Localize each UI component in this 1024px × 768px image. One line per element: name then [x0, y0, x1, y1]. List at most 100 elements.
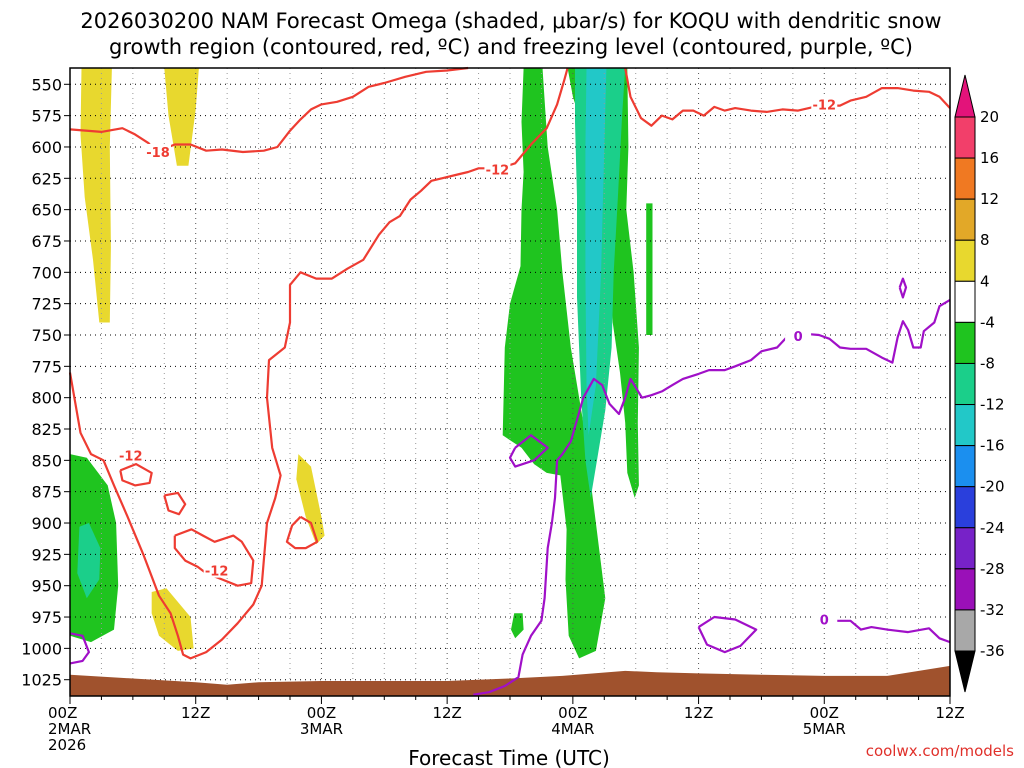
shade-green-blob-lower: [511, 613, 524, 639]
x-tick-label-72-line2: 5MAR: [803, 720, 846, 738]
credit-text: coolwx.com/models: [866, 742, 1014, 760]
colorbar: 20 16 12 8 4 -4 -8 -12 -16 -20 -24 -28 -32 -36: [954, 74, 1005, 693]
colorbar-swatch-1: [954, 157, 976, 200]
y-axis-ticks: 550 575 600 625 650 675 700 725 750 775 800 825 850 8…: [21, 75, 70, 690]
colorbar-swatch-7: [954, 404, 976, 447]
contour-dgz-small-loop-3: [285, 515, 319, 550]
colorbar-swatch-8: [954, 445, 976, 488]
chart-title-line-2: growth region (contoured, red, ºC) and f…: [109, 35, 913, 59]
colorbar-label--24: -24: [980, 519, 1005, 537]
colorbar-swatch-11: [954, 568, 976, 611]
contour-freezing-level-contour: [473, 298, 951, 696]
colorbar-swatch-4: [954, 280, 976, 323]
colorbar-swatch-0: [954, 116, 976, 159]
shade-cyan-column-4mar: [585, 68, 607, 436]
colorbar-label-20: 20: [980, 108, 999, 126]
contour-label-dgz-lower-contour: -12: [486, 164, 510, 179]
x-tick-label-12-line1: 12Z: [181, 704, 210, 722]
y-tick-label-950: 950: [31, 577, 62, 596]
x-tick-label-24-line2: 3MAR: [300, 720, 343, 738]
colorbar-swatch-12: [954, 609, 976, 652]
colorbar-label--12: -12: [980, 396, 1005, 414]
y-tick-label-700: 700: [31, 263, 62, 282]
shade-green-tongue-far-east: [646, 203, 653, 335]
shade-teal-lower-left: [77, 523, 101, 599]
contour-label-bg-dgz-small-loop-1: [117, 447, 144, 463]
contour-freezing-level-loop-3: [813, 618, 951, 644]
contour-freezing-level-sw-corner: [69, 632, 91, 665]
contour-label-bg-freezing-level-contour: [785, 328, 812, 344]
shade-yellow-mid-1: [296, 454, 325, 545]
x-axis-label: Forecast Time (UTC): [408, 746, 610, 768]
y-tick-label-850: 850: [31, 451, 62, 470]
y-tick-label-775: 775: [31, 357, 62, 376]
x-tick-label-0-line3: 2026: [48, 736, 86, 754]
y-tick-label-800: 800: [31, 389, 62, 408]
colorbar-label--8: -8: [980, 354, 995, 372]
colorbar-label--36: -36: [980, 642, 1005, 660]
contour-dgz-small-loop-2: [173, 528, 255, 587]
colorbar-top-arrow: [954, 74, 976, 118]
x-tick-label-0-line2: 2MAR: [48, 720, 91, 738]
colorbar-label--32: -32: [980, 601, 1005, 619]
colorbar-swatch-10: [954, 527, 976, 570]
y-tick-label-925: 925: [31, 545, 62, 564]
shade-yellow-upper-left-2: [164, 68, 199, 166]
terrain-fill: [70, 665, 950, 696]
colorbar-swatch-9: [954, 486, 976, 529]
contour-label-dgz-small-loop-2: -12: [205, 565, 229, 580]
contour-label-bg-dgz-small-loop-2: [203, 562, 230, 578]
contour-dgz-upper-contour-east: [624, 67, 951, 127]
colorbar-label--4: -4: [980, 313, 995, 331]
contour-label-bg-freezing-level-loop-3: [811, 611, 838, 627]
contour-freezing-level-loop-1: [508, 434, 549, 468]
y-tick-label-600: 600: [31, 138, 62, 157]
colorbar-label-12: 12: [980, 190, 999, 208]
y-tick-label-550: 550: [31, 75, 62, 94]
y-tick-label-650: 650: [31, 201, 62, 220]
contour-label-bg-dgz-upper-contour: [145, 143, 171, 159]
terrain-layer: [70, 665, 950, 696]
contour-dgz-upper-contour: [69, 66, 469, 154]
y-tick-label-975: 975: [31, 608, 62, 627]
contour-freezing-level-loop-4: [898, 277, 908, 299]
contour-label-dgz-small-loop-1: -12: [119, 449, 143, 464]
colorbar-label-16: 16: [980, 149, 999, 167]
contour-label-bg-dgz-upper-contour-east: [811, 96, 838, 112]
colorbar-label-4: 4: [980, 272, 990, 290]
contour-label-bg-dgz-lower-contour: [484, 161, 511, 177]
contour-dgz-small-loop-1: [119, 463, 153, 487]
colorbar-label--16: -16: [980, 437, 1005, 455]
x-tick-label-36-line1: 12Z: [432, 704, 461, 722]
y-tick-label-625: 625: [31, 169, 62, 188]
x-tick-label-84-line1: 12Z: [935, 704, 964, 722]
contour-label-freezing-level-contour: 0: [794, 330, 803, 345]
y-tick-label-825: 825: [31, 420, 62, 439]
x-tick-label-24-line1: 00Z: [307, 704, 336, 722]
x-tick-label-48-line2: 4MAR: [551, 720, 594, 738]
y-tick-label-1000: 1000: [21, 639, 62, 658]
chart-title-line-1: 2026030200 NAM Forecast Omega (shaded, μ…: [80, 9, 941, 33]
colorbar-swatch-6: [954, 362, 976, 406]
shade-green-column-4mar: [502, 68, 606, 659]
colorbar-label-8: 8: [980, 231, 990, 249]
contour-freezing-level-loop-2: [697, 615, 758, 654]
contour-layer: -18 -12 -12 -12 -12 0 0: [68, 66, 951, 696]
colorbar-bottom-arrow: [954, 650, 976, 693]
contour-label-dgz-upper-contour: -18: [146, 146, 170, 161]
y-tick-label-675: 675: [31, 232, 62, 251]
x-tick-label-72-line1: 00Z: [810, 704, 839, 722]
y-tick-label-750: 750: [31, 326, 62, 345]
colorbar-swatch-2: [954, 198, 976, 241]
plot-area: -18 -12 -12 -12 -12 0 0: [68, 66, 951, 697]
x-tick-label-60-line1: 12Z: [684, 704, 713, 722]
colorbar-swatch-5: [954, 321, 976, 364]
x-tick-label-48-line1: 00Z: [558, 704, 587, 722]
colorbar-label--20: -20: [980, 478, 1005, 496]
y-tick-label-1025: 1025: [21, 671, 62, 690]
y-tick-label-575: 575: [31, 107, 62, 126]
colorbar-label--28: -28: [980, 560, 1005, 578]
y-tick-label-725: 725: [31, 295, 62, 314]
